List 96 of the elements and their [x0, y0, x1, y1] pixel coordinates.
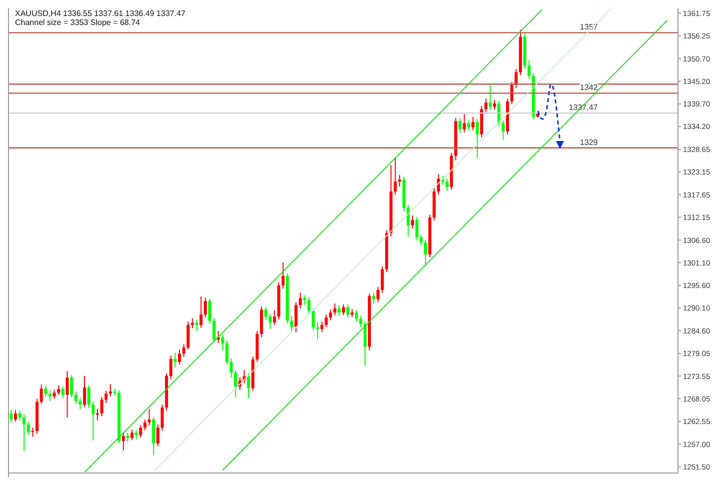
candlestick [178, 349, 181, 366]
candlestick [415, 216, 418, 241]
candlestick [208, 298, 212, 324]
candlestick [186, 321, 190, 350]
candlestick [31, 427, 34, 438]
candlestick [61, 386, 64, 399]
candlestick [458, 118, 462, 134]
candlestick [174, 352, 177, 368]
candlestick [510, 82, 514, 105]
candlestick [462, 114, 466, 133]
candlestick [100, 396, 104, 417]
candlestick [484, 98, 488, 113]
candlestick [148, 408, 151, 426]
candlestick [420, 234, 423, 246]
candlestick [26, 421, 30, 436]
candlestick [92, 401, 95, 441]
candlestick [40, 384, 43, 404]
candlestick [376, 286, 380, 303]
candlestick [282, 262, 285, 290]
candlestick [307, 296, 310, 314]
candlestick [493, 100, 496, 110]
candlestick [66, 370, 69, 418]
candlestick [359, 315, 362, 328]
candlestick [130, 429, 134, 441]
candlestick [70, 374, 74, 398]
candlestick [467, 120, 470, 132]
candlestick [303, 294, 306, 306]
candlestick [272, 310, 276, 326]
candlestick [294, 302, 298, 333]
candlestick [406, 204, 410, 237]
candlestick [514, 68, 518, 88]
candlestick [398, 174, 402, 188]
candlestick [230, 358, 233, 378]
candlestick [10, 408, 13, 424]
candlestick [48, 390, 52, 402]
candlestick [74, 391, 78, 404]
candlestick [471, 116, 474, 131]
candlestick [204, 297, 207, 318]
candlestick [212, 317, 216, 344]
candlestick [488, 84, 492, 110]
candlestick [143, 419, 146, 431]
candlestick [18, 410, 22, 421]
candlestick [234, 370, 238, 398]
candlestick [354, 310, 358, 322]
candlestick [190, 318, 194, 329]
candlestick [152, 416, 156, 456]
candlestick [502, 120, 505, 140]
candlestick [364, 321, 367, 367]
candlestick [195, 319, 198, 332]
candlestick [160, 404, 164, 432]
candlestick [290, 315, 294, 332]
candlestick [316, 322, 320, 340]
candlestick [87, 384, 90, 408]
candlestick [264, 306, 268, 320]
ref-line-label: 1357 [580, 22, 598, 32]
candlestick [329, 309, 332, 321]
text: Channel size = 3353 Slope = 68.74 [15, 18, 140, 27]
chart-title: XAUUSD,H4 1336.55 1337.61 1336.49 1337.47 [15, 9, 186, 18]
candlestick [52, 389, 56, 400]
candlestick [342, 304, 345, 316]
candlestick [476, 118, 479, 158]
candlestick [247, 372, 250, 399]
candlestick [169, 355, 172, 380]
candlestick [324, 314, 328, 328]
candlestick [411, 214, 414, 230]
candlestick [225, 340, 228, 365]
candlestick [346, 304, 350, 318]
candlestick [44, 385, 48, 398]
candlestick [83, 375, 86, 408]
candlestick [380, 266, 384, 294]
candlestick [268, 314, 272, 330]
candlestick [320, 321, 324, 332]
candlestick [182, 344, 186, 358]
ref-line-label: 1329 [580, 138, 598, 147]
candlestick [312, 308, 315, 331]
candlestick [528, 60, 531, 80]
candlestick [298, 292, 302, 309]
candlestick [139, 424, 142, 438]
candlestick [221, 334, 224, 351]
candlestick [372, 292, 376, 304]
candlestick [108, 384, 112, 397]
candlestick [200, 296, 203, 328]
candlestick [338, 304, 341, 316]
candlestick [333, 302, 336, 316]
candlestick [424, 239, 427, 267]
candlestick [57, 384, 60, 396]
candlestick [394, 157, 397, 196]
ref-line-label: 1342 [580, 83, 598, 92]
candlestick [446, 178, 449, 192]
candlestick [78, 398, 82, 410]
candlestick [156, 424, 160, 447]
candlestick [104, 390, 108, 404]
candlestick [22, 414, 26, 452]
candlestick [134, 430, 138, 440]
candlestick [122, 432, 125, 451]
candlestick [14, 410, 17, 422]
